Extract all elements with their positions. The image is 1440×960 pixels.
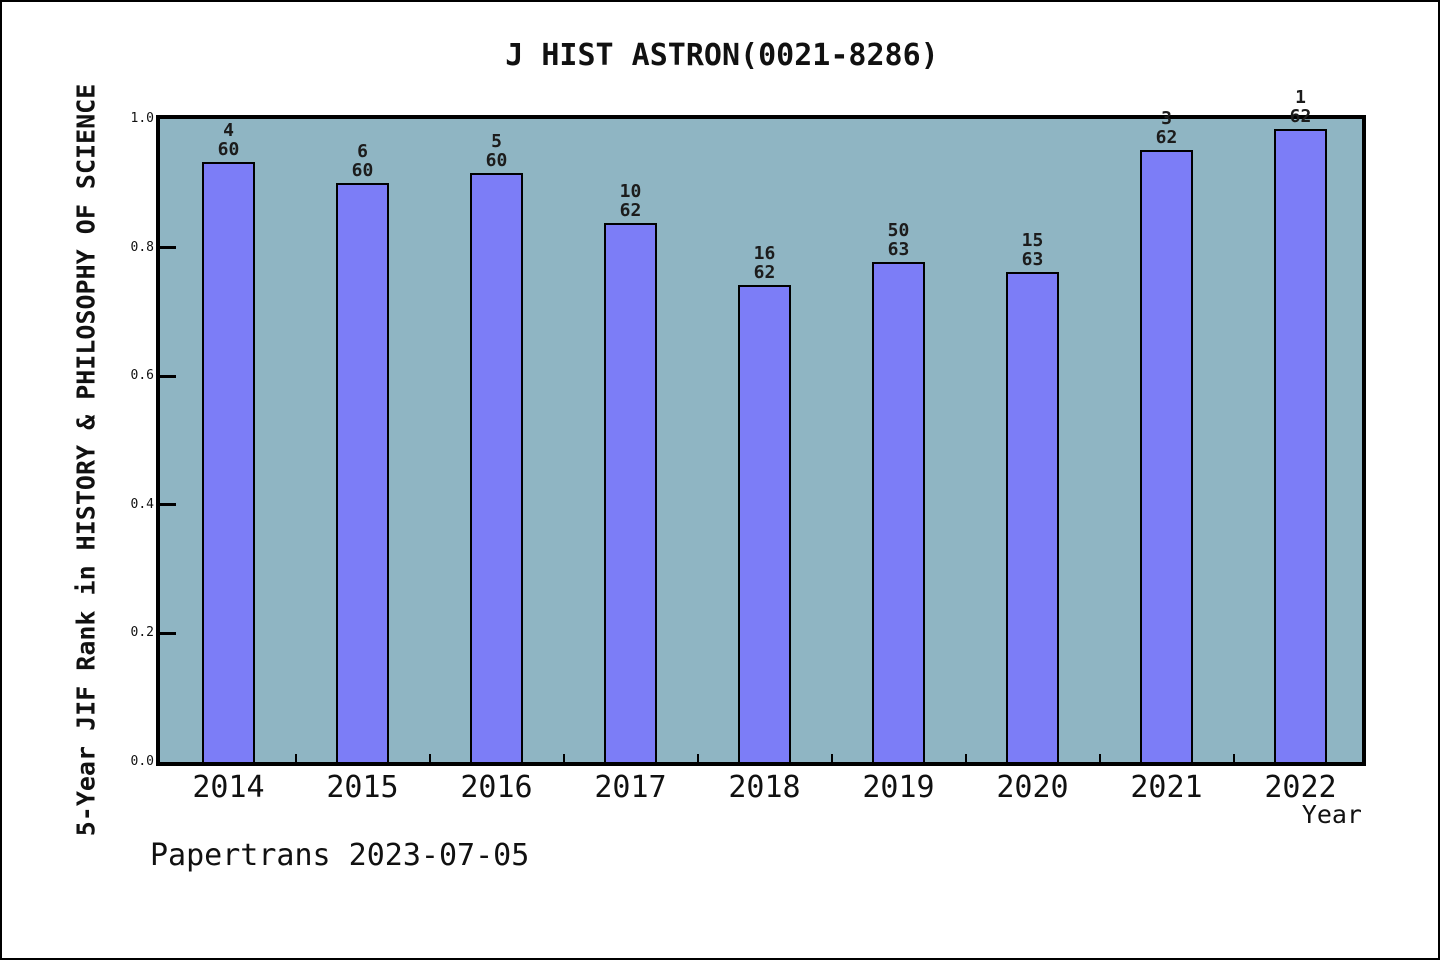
bar-2020	[1006, 272, 1059, 762]
x-tick-label-2016: 2016	[460, 770, 533, 805]
bar-value-label-2016: 5 60	[485, 131, 508, 171]
y-tick-mark	[160, 631, 176, 635]
bar-value-label-2015: 6 60	[351, 141, 374, 181]
bar-value-label-2021: 3 62	[1155, 108, 1178, 148]
y-axis-label: 5-Year JIF Rank in HISTORY & PHILOSOPHY …	[71, 83, 101, 837]
x-minor-tick	[964, 754, 967, 762]
bar-value-label-2014: 4 60	[217, 120, 240, 160]
x-minor-tick	[562, 754, 565, 762]
bar-2022	[1274, 129, 1327, 762]
x-tick-label-2014: 2014	[192, 770, 265, 805]
x-minor-tick	[696, 754, 699, 762]
bar-2018	[738, 285, 791, 762]
y-tick-label-0.8: 0.8	[130, 239, 154, 255]
x-minor-tick	[428, 754, 431, 762]
bar-value-label-2020: 15 63	[1021, 230, 1044, 270]
y-tick-label-0.0: 0.0	[130, 754, 154, 769]
x-minor-tick	[1232, 754, 1235, 762]
y-tick-label-1.0: 1.0	[130, 111, 154, 126]
bar-value-label-2019: 50 63	[887, 220, 910, 260]
x-tick-label-2020: 2020	[996, 770, 1069, 805]
x-tick-label-2022: 2022	[1264, 770, 1337, 805]
x-tick-label-2021: 2021	[1130, 770, 1203, 805]
bar-2021	[1140, 150, 1193, 762]
x-minor-tick	[294, 754, 297, 762]
plot-area: 4 60 6 60 5 60 10 62 16 62 50 63 15 63 3 62 1 62	[156, 88, 1366, 766]
x-tick-label-2015: 2015	[326, 770, 399, 805]
y-tick-mark	[160, 503, 176, 507]
x-tick-label-2019: 2019	[862, 770, 935, 805]
bar-value-label-2018: 16 62	[753, 243, 776, 283]
x-minor-tick	[830, 754, 833, 762]
x-minor-tick	[1098, 754, 1101, 762]
bar-2015	[336, 183, 389, 762]
bar-2014	[202, 162, 255, 762]
x-tick-label-2017: 2017	[594, 770, 667, 805]
chart-title: J HIST ASTRON(0021-8286)	[505, 38, 939, 73]
bar-2017	[604, 223, 657, 762]
watermark-text: Papertrans 2023-07-05	[150, 838, 530, 873]
bar-value-label-2022: 1 62	[1289, 87, 1312, 127]
y-tick-label-0.6: 0.6	[130, 368, 154, 384]
x-axis-label: Year	[1301, 800, 1362, 829]
y-tick-mark	[160, 374, 176, 378]
bar-2016	[470, 173, 523, 762]
y-tick-label-0.2: 0.2	[130, 625, 154, 641]
bar-value-label-2017: 10 62	[619, 181, 642, 221]
y-tick-label-0.4: 0.4	[130, 496, 154, 512]
bar-2019	[872, 262, 925, 762]
y-tick-mark	[160, 246, 176, 250]
x-tick-label-2018: 2018	[728, 770, 801, 805]
